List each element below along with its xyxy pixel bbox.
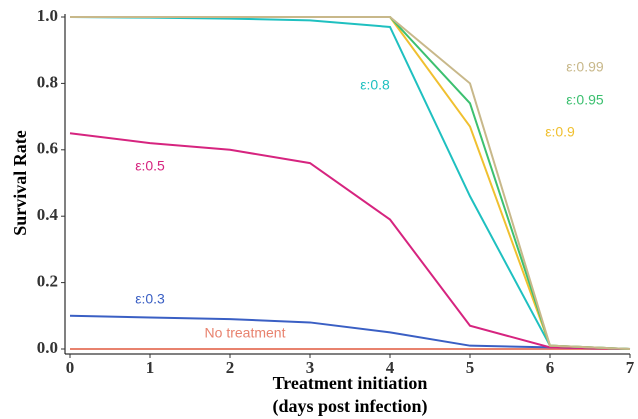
series-label: ε:0.95 — [566, 92, 604, 108]
series-label: ε:0.5 — [135, 158, 165, 174]
series-label: No treatment — [205, 325, 286, 341]
y-tick-label: 1.0 — [37, 6, 58, 25]
series-label: ε:0.3 — [135, 291, 165, 307]
x-tick-label: 1 — [146, 358, 155, 377]
y-axis-label: Survival Rate — [10, 130, 30, 236]
series-label: ε:0.9 — [545, 124, 575, 140]
x-tick-label: 7 — [626, 358, 635, 377]
x-tick-label: 0 — [66, 358, 75, 377]
x-tick-label: 6 — [546, 358, 555, 377]
x-axis-label: (days post infection) — [272, 396, 427, 417]
x-tick-label: 2 — [226, 358, 235, 377]
y-tick-label: 0.8 — [37, 72, 58, 91]
y-tick-label: 0.0 — [37, 338, 58, 357]
y-tick-label: 0.2 — [37, 272, 58, 291]
line — [69, 314, 631, 350]
x-tick-label: 5 — [466, 358, 475, 377]
y-tick-label: 0.6 — [37, 139, 58, 158]
y-tick-label: 0.4 — [37, 205, 59, 224]
x-tick-label: 3 — [306, 358, 315, 377]
x-axis-label: Treatment initiation — [273, 373, 428, 393]
series-label: ε:0.8 — [360, 77, 390, 93]
line — [69, 132, 631, 350]
line — [70, 16, 631, 350]
x-tick-label: 4 — [386, 358, 395, 377]
series-label: ε:0.99 — [566, 59, 604, 75]
